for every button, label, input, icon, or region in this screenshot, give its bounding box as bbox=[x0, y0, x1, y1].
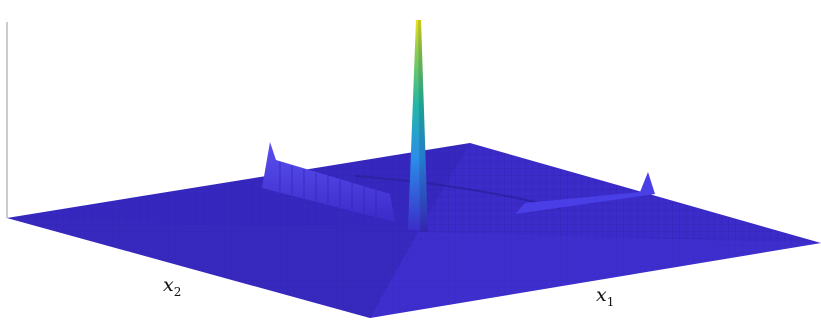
surface-back-left bbox=[7, 143, 470, 232]
surface-front-left bbox=[7, 218, 418, 318]
ridge-left-mesh bbox=[279, 162, 377, 216]
x1-axis-label: x1 bbox=[596, 284, 614, 309]
central-spike-shade bbox=[418, 20, 428, 232]
ridge-left bbox=[262, 142, 395, 222]
ridge-right bbox=[515, 172, 655, 214]
surface-front-right bbox=[370, 232, 821, 318]
x2-axis-label: x2 bbox=[163, 274, 181, 299]
central-spike bbox=[408, 20, 428, 232]
